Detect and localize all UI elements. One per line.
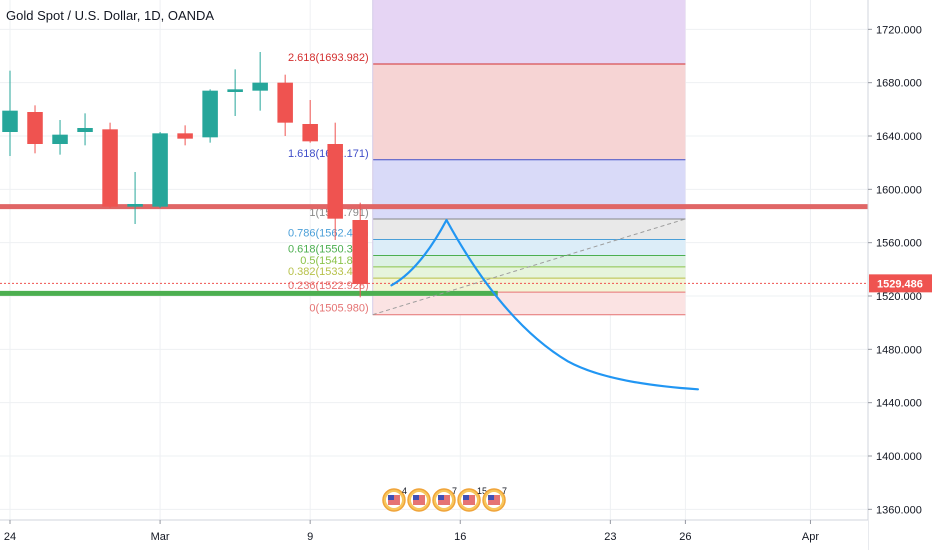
candle — [102, 122, 118, 208]
price-tick-label: 1400.000 — [876, 451, 922, 463]
event-flag-icon[interactable]: 7 — [482, 486, 507, 512]
fib-zone — [372, 278, 686, 293]
candle-body — [102, 129, 118, 207]
candle-body — [127, 204, 143, 207]
candle — [2, 70, 18, 156]
candle-body — [327, 144, 343, 219]
candle — [302, 100, 318, 143]
flag-count: 7 — [502, 486, 507, 496]
price-tick-label: 1440.000 — [876, 398, 922, 410]
event-flags[interactable]: 4 7 15 7 — [382, 486, 507, 512]
price-tick-label: 1360.000 — [876, 504, 922, 516]
price-tick-label: 1680.000 — [876, 78, 922, 90]
time-tick-label: 16 — [454, 531, 466, 543]
price-tick-label: 1720.000 — [876, 24, 922, 36]
candle-body — [177, 133, 193, 139]
candle — [252, 52, 268, 111]
fib-zone — [372, 255, 686, 267]
candle — [52, 120, 68, 155]
price-tick-label: 1520.000 — [876, 291, 922, 303]
flag-count: 4 — [402, 486, 407, 496]
candle — [27, 105, 43, 154]
fib-level-label: 2.618(1693.982) — [288, 52, 369, 64]
fib-level-label: 0(1505.980) — [309, 303, 368, 315]
chart-title: Gold Spot / U.S. Dollar, 1D, OANDA — [6, 8, 215, 23]
time-axis-bg — [0, 520, 868, 550]
candle-body — [52, 134, 68, 144]
candle-body — [27, 112, 43, 144]
price-tick-label: 1480.000 — [876, 344, 922, 356]
candle — [352, 202, 368, 298]
event-flag-icon[interactable]: 7 — [432, 486, 457, 512]
fib-zone — [372, 0, 686, 65]
time-tick-label: Mar — [151, 531, 170, 543]
candle-body — [352, 220, 368, 284]
fib-zone — [372, 218, 686, 240]
candle — [127, 172, 143, 224]
candle-body — [202, 90, 218, 138]
candle-body — [252, 82, 268, 91]
flag-count: 7 — [452, 486, 457, 496]
fibonacci-retracement[interactable]: 0(1505.980)0.236(1522.928)0.382(1533.412… — [288, 0, 686, 316]
event-flag-icon[interactable]: 4 — [382, 486, 407, 512]
fib-zone — [372, 64, 686, 160]
time-tick-label: 24 — [4, 531, 16, 543]
event-flag-icon[interactable]: 15 — [457, 486, 487, 512]
event-flag-icon[interactable] — [407, 488, 431, 512]
drawings-overlay[interactable] — [372, 218, 700, 391]
projection-path — [390, 218, 700, 391]
fib-level-label: 0.786(1562.424) — [288, 227, 369, 239]
fib-level-label: 0.382(1533.412) — [288, 266, 369, 278]
candle-body — [152, 133, 168, 207]
candle — [202, 89, 218, 143]
candle — [327, 122, 343, 240]
fib-level-label: 0.618(1550.360) — [288, 244, 369, 256]
fib-zone — [372, 266, 686, 279]
price-tick-label: 1560.000 — [876, 238, 922, 250]
fib-level-label: 0.5(1541.886) — [300, 255, 369, 267]
candle-body — [277, 82, 293, 123]
time-tick-label: 23 — [604, 531, 616, 543]
candle — [177, 125, 193, 146]
us-flag-canton — [412, 495, 419, 500]
flag-count: 15 — [477, 486, 487, 496]
us-flag-canton — [438, 495, 445, 500]
candle — [227, 69, 243, 116]
us-flag-canton — [488, 495, 495, 500]
candle — [77, 113, 93, 146]
us-flag-canton — [387, 495, 394, 500]
time-tick-label: 9 — [307, 531, 313, 543]
candle — [152, 132, 168, 208]
time-tick-label: 26 — [679, 531, 691, 543]
candle — [277, 74, 293, 136]
time-axis[interactable]: 24 Mar 9 16 23 26 Apr — [0, 519, 868, 550]
price-tick-label: 1640.000 — [876, 131, 922, 143]
last-price-label: 1529.486 — [877, 278, 923, 290]
dashed-trend-line — [372, 218, 686, 316]
candles — [2, 52, 368, 298]
price-axis[interactable]: 1360.000 1400.000 1440.000 1480.000 1520.000… — [867, 0, 932, 550]
time-tick-label: Apr — [802, 531, 819, 543]
candle-body — [77, 128, 93, 132]
candle-body — [227, 89, 243, 92]
price-tick-label: 1600.000 — [876, 184, 922, 196]
fib-zone — [372, 239, 686, 256]
candle-body — [302, 124, 318, 142]
horizontal-lines[interactable] — [0, 204, 868, 296]
last-price-badge — [869, 274, 932, 293]
us-flag-canton — [463, 495, 470, 500]
fib-zone — [372, 292, 686, 315]
fib-zone — [372, 159, 686, 219]
candle-body — [2, 110, 18, 132]
